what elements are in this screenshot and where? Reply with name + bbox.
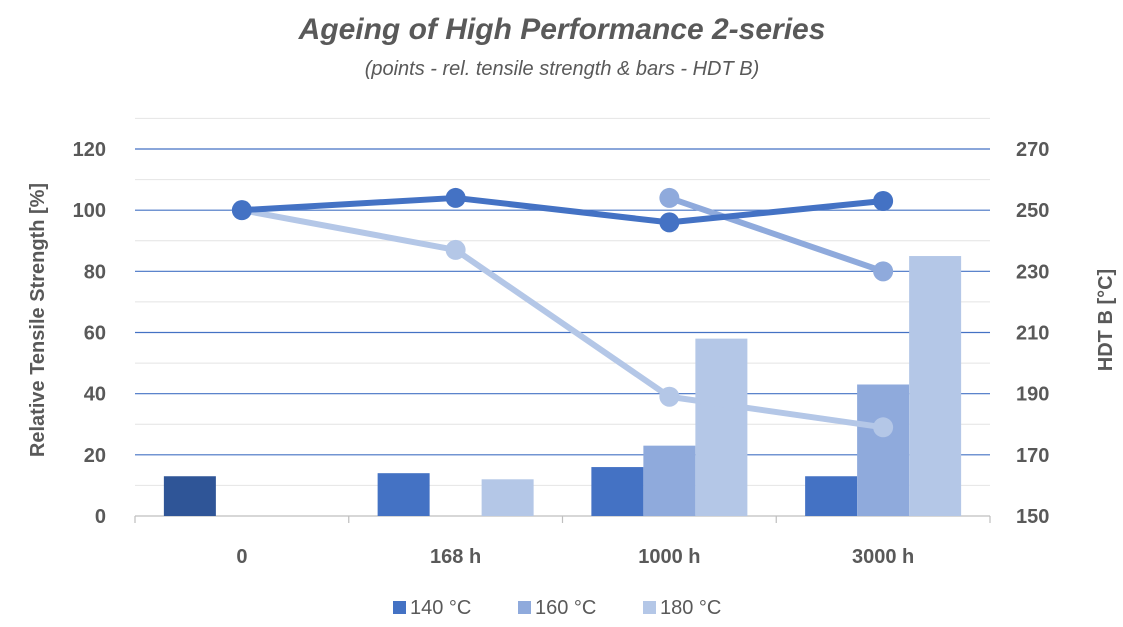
- y2-tick-label: 250: [1016, 200, 1049, 222]
- data-point: [659, 187, 680, 208]
- data-point: [659, 386, 680, 407]
- legend-swatch: [518, 601, 531, 614]
- y2-tick-label: 230: [1016, 261, 1049, 283]
- data-point: [873, 190, 894, 211]
- legend-label: 160 °C: [535, 597, 596, 619]
- y-tick-label: 20: [84, 445, 106, 467]
- y-tick-label: 40: [84, 384, 106, 406]
- y2-axis-title: HDT B [°C]: [1095, 269, 1117, 371]
- data-point: [873, 417, 894, 438]
- y-tick-label: 60: [84, 323, 106, 345]
- bar: [591, 467, 644, 516]
- bar: [909, 256, 962, 516]
- data-point: [659, 212, 680, 233]
- y-tick-label: 100: [73, 200, 106, 222]
- bar: [481, 479, 534, 516]
- chart-title: Ageing of High Performance 2-series: [298, 13, 826, 46]
- bar: [805, 476, 858, 516]
- data-point: [445, 187, 466, 208]
- x-tick-label: 168 h: [430, 546, 481, 568]
- series-line: [666, 194, 887, 275]
- legend: 140 °C 160 °C 180 °C: [393, 597, 721, 619]
- data-point: [445, 239, 466, 260]
- legend-label: 140 °C: [410, 597, 471, 619]
- y2-tick-label: 210: [1016, 323, 1049, 345]
- data-point: [873, 261, 894, 282]
- y-tick-label: 80: [84, 261, 106, 283]
- chart-subtitle: (points - rel. tensile strength & bars -…: [365, 58, 760, 80]
- series-line: [238, 207, 887, 431]
- y-axis-title: Relative Tensile Strength [%]: [27, 183, 49, 457]
- bar: [377, 473, 430, 516]
- y2-tick-label: 170: [1016, 445, 1049, 467]
- y2-tick-label: 270: [1016, 139, 1049, 161]
- legend-label: 180 °C: [660, 597, 721, 619]
- bar: [643, 445, 696, 516]
- data-point: [231, 200, 252, 221]
- legend-swatch: [393, 601, 406, 614]
- bar: [857, 384, 910, 516]
- line-series: [231, 187, 894, 438]
- bar: [695, 338, 748, 516]
- y-tick-label: 120: [73, 139, 106, 161]
- y2-tick-label: 150: [1016, 506, 1049, 528]
- y-tick-label: 0: [95, 506, 106, 528]
- x-tick-label: 0: [236, 546, 247, 568]
- series-line: [238, 194, 887, 226]
- x-tick-label: 1000 h: [638, 546, 700, 568]
- x-tick-label: 3000 h: [852, 546, 914, 568]
- legend-swatch: [643, 601, 656, 614]
- y2-tick-label: 190: [1016, 384, 1049, 406]
- bar: [163, 476, 216, 516]
- axis-ticks: 0 20 40 60 80 100 120 150 170 190 210 230 250 270 0 168…: [73, 139, 1050, 568]
- bar-series: [163, 256, 962, 516]
